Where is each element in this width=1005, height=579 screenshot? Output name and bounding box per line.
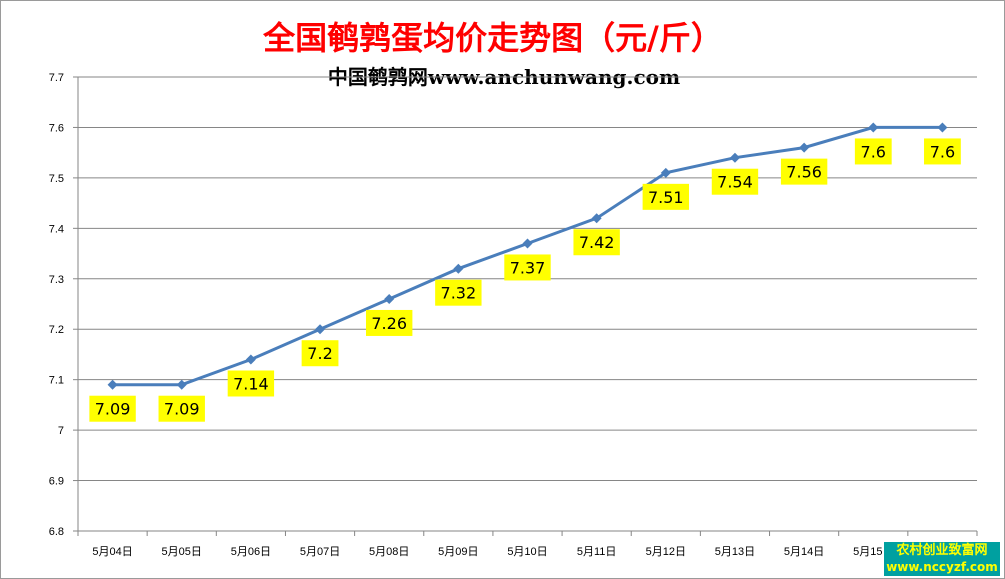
y-tick-label: 7.6 xyxy=(49,122,64,134)
data-point xyxy=(522,238,533,249)
watermark-line1: 农村创业致富网 xyxy=(896,543,988,558)
data-label-text: 7.51 xyxy=(648,188,684,207)
data-label: 7.42 xyxy=(573,229,620,256)
data-label: 7.14 xyxy=(227,370,275,397)
x-tick-label: 5月13日 xyxy=(715,546,755,558)
x-tick-label: 5月09日 xyxy=(438,546,478,558)
data-point xyxy=(868,122,879,133)
y-tick-label: 7.1 xyxy=(49,375,64,387)
x-tick-label: 5月14日 xyxy=(784,546,824,558)
data-label-bg xyxy=(301,340,339,367)
data-label-bg xyxy=(504,254,551,281)
data-point xyxy=(176,379,187,390)
x-tick-label: 5月06日 xyxy=(231,546,271,558)
y-tick-label: 7.4 xyxy=(49,223,64,235)
data-label-text: 7.26 xyxy=(371,314,407,333)
x-tick-label: 5月12日 xyxy=(646,546,686,558)
gridlines xyxy=(78,76,977,532)
y-tick-label: 6.9 xyxy=(49,476,64,488)
data-label: 7.6 xyxy=(854,138,892,165)
data-point xyxy=(591,213,602,224)
data-label: 7.2 xyxy=(301,340,339,367)
y-tick-label: 7.7 xyxy=(49,72,64,84)
data-label-text: 7.54 xyxy=(717,173,753,192)
y-tick-label: 6.8 xyxy=(49,526,64,538)
y-tick-label: 7.2 xyxy=(49,324,64,336)
data-label-text: 7.09 xyxy=(95,400,131,419)
y-tick-label: 7.5 xyxy=(49,173,64,185)
data-label-text: 7.6 xyxy=(930,142,955,161)
data-label-bg xyxy=(924,138,961,165)
data-point xyxy=(107,379,118,390)
x-tick-label: 5月15日 xyxy=(853,546,893,558)
data-label: 7.6 xyxy=(924,138,961,165)
data-point xyxy=(315,324,326,335)
axes xyxy=(73,76,978,536)
site-watermark: 农村创业致富网 www.nccyzf.com xyxy=(884,542,1000,576)
data-label-bg xyxy=(642,183,690,210)
data-point xyxy=(384,293,395,304)
data-label-text: 7.42 xyxy=(579,233,615,252)
data-label-bg xyxy=(711,168,759,195)
y-axis-ticks: 6.8 6.9 7 7.1 7.2 7.3 7.4 7.5 7.6 7.7 xyxy=(49,72,64,538)
data-label: 7.32 xyxy=(435,279,482,306)
x-axis-ticks: 5月04日 5月05日 5月06日 5月07日 5月08日 5月09日 5月10日 5月11日… xyxy=(92,546,962,558)
watermark-line2: www.nccyzf.com xyxy=(886,560,998,574)
data-label: 7.26 xyxy=(365,309,413,336)
data-point xyxy=(729,152,740,163)
data-label-text: 7.09 xyxy=(164,400,200,419)
data-label-text: 7.37 xyxy=(510,258,546,277)
chart-title: 全国鹌鹑蛋均价走势图（元/斤） xyxy=(262,19,723,57)
data-label-text: 7.56 xyxy=(786,163,822,182)
x-tick-label: 5月04日 xyxy=(92,546,132,558)
data-point xyxy=(799,142,810,153)
data-point xyxy=(453,263,464,274)
data-label-text: 7.32 xyxy=(441,284,477,303)
data-label: 7.56 xyxy=(780,158,828,185)
data-point xyxy=(937,122,948,133)
data-label-bg xyxy=(435,279,482,306)
data-label-bg xyxy=(89,395,136,422)
x-tick-label: 5月08日 xyxy=(369,546,409,558)
data-label-bg xyxy=(854,138,892,165)
data-label-text: 7.2 xyxy=(307,344,332,363)
data-label-bg xyxy=(158,395,205,422)
data-label: 7.37 xyxy=(504,254,551,281)
data-label-bg xyxy=(365,309,413,336)
data-labels: 7.09 7.09 7.14 7.2 7.26 7.32 7.37 7.42 7.51 7.54 7… xyxy=(89,138,961,422)
y-tick-label: 7 xyxy=(58,425,64,437)
data-label-text: 7.6 xyxy=(861,142,886,161)
x-tick-label: 5月11日 xyxy=(577,546,617,558)
data-label: 7.09 xyxy=(158,395,205,422)
data-label-bg xyxy=(227,370,275,397)
data-point xyxy=(245,354,256,365)
data-point xyxy=(660,167,671,178)
y-tick-label: 7.3 xyxy=(49,274,64,286)
x-tick-label: 5月05日 xyxy=(162,546,202,558)
data-points xyxy=(107,122,948,390)
x-tick-label: 5月10日 xyxy=(507,546,547,558)
data-label: 7.54 xyxy=(711,168,759,195)
data-label-bg xyxy=(573,229,620,256)
data-label-bg xyxy=(780,158,828,185)
data-label-text: 7.14 xyxy=(233,374,269,393)
data-label: 7.09 xyxy=(89,395,136,422)
data-label: 7.51 xyxy=(642,183,690,210)
x-tick-label: 5月07日 xyxy=(300,546,340,558)
